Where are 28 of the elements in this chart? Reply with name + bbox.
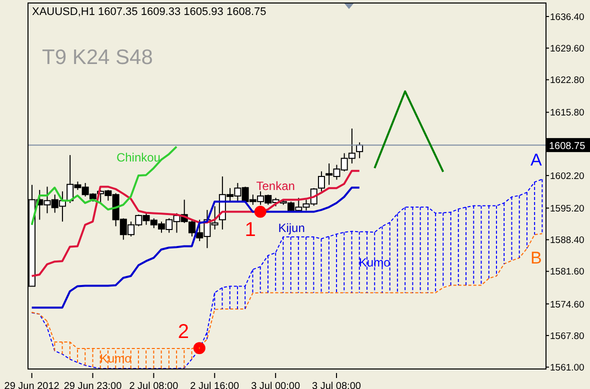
- series-label: B: [530, 248, 542, 268]
- annotation: 1: [244, 218, 256, 241]
- y-tick-label: 1561.00: [550, 362, 584, 374]
- chart-title: XAUUSD,H1 1607.35 1609.33 1605.93 1608.75: [32, 6, 266, 18]
- y-tick-label: 1567.80: [550, 330, 584, 342]
- y-tick-label: 1602.20: [550, 170, 584, 182]
- series-label: Tenkan: [256, 178, 295, 193]
- annotation: Kumo: [358, 256, 391, 270]
- y-tick-label: 1581.60: [550, 266, 584, 278]
- text: T9 K24 S48: [42, 46, 153, 69]
- annotation: 2: [178, 321, 189, 344]
- x-tick-label: 2 Jul 08:00: [129, 381, 179, 389]
- series-label: Chinkou: [116, 150, 160, 165]
- y-tick-label: 1595.20: [550, 203, 584, 214]
- y-tick-label: 1574.60: [550, 299, 584, 310]
- x-tick-label: 2 Jul 16:00: [190, 381, 240, 389]
- series-label: A: [530, 150, 543, 170]
- x-tick-label: 29 Jun 2012: [4, 381, 60, 389]
- x-tick-label: 3 Jul 00:00: [251, 381, 300, 389]
- y-tick-label: 1588.40: [550, 235, 584, 246]
- x-tick-label: 3 Jul 08:00: [312, 381, 362, 389]
- y-tick-label: 1636.40: [550, 12, 584, 23]
- ref-line-label: 1608.75: [549, 141, 586, 152]
- y-tick-label: 1615.80: [550, 108, 584, 119]
- series-label: Kijun: [278, 220, 305, 235]
- x-tick-label: 29 Jun 23:00: [64, 381, 122, 389]
- y-tick-label: 1622.80: [550, 75, 584, 86]
- y-tick-label: 1629.60: [550, 43, 584, 54]
